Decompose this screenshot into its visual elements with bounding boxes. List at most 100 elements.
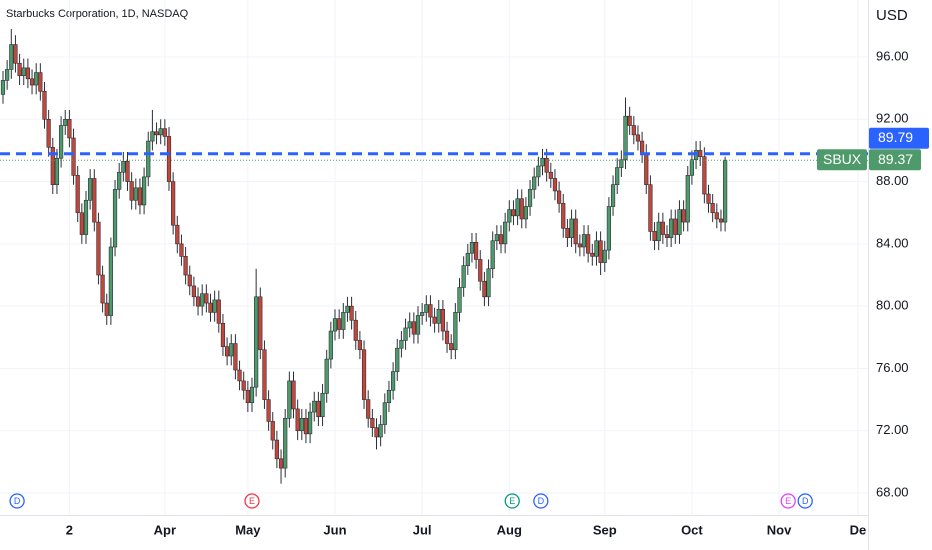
candle-body [67, 118, 72, 139]
candle-body [112, 189, 118, 248]
candle-body [154, 131, 159, 136]
candle-body [129, 181, 134, 201]
candle-body [212, 299, 217, 313]
symbol-label-box [817, 149, 867, 171]
candle-body [295, 408, 300, 432]
candle-body [565, 228, 570, 238]
candle-body [461, 265, 466, 288]
x-tick-label: Jul [413, 522, 432, 537]
candle-body [117, 171, 122, 190]
candles [0, 28, 728, 484]
candle-body [104, 302, 109, 316]
candle-body [162, 128, 167, 137]
candle-body [586, 234, 591, 254]
event-label: D [802, 496, 809, 506]
x-tick-label: 2 [66, 522, 73, 537]
candle-body [83, 199, 89, 235]
candle-body [179, 243, 184, 257]
candle-body [374, 427, 379, 438]
candle-body [361, 349, 367, 400]
x-tick-label: Aug [497, 522, 522, 537]
candle-body [175, 224, 180, 245]
y-tick-label: 72.00 [876, 422, 909, 437]
candle-body [25, 67, 30, 80]
candle-body [561, 203, 566, 229]
candle-body [677, 209, 682, 235]
candle-body [490, 240, 495, 270]
candle-body [606, 206, 612, 251]
candle-body [685, 175, 690, 223]
candle-body [79, 212, 84, 235]
candle-body [171, 181, 176, 226]
candle-body [428, 304, 433, 318]
candle-body [266, 399, 271, 422]
candle-body [407, 321, 412, 329]
event-marker [244, 493, 260, 509]
candle-body [341, 312, 346, 330]
event-marker [9, 493, 25, 509]
candle-body [399, 340, 404, 349]
event-label: D [538, 496, 545, 506]
candle-body [602, 249, 607, 263]
event-label: E [509, 496, 515, 506]
x-tick-label: Oct [681, 522, 703, 537]
candle-body [395, 347, 400, 372]
candle-body [507, 209, 512, 223]
candle-body [337, 318, 342, 330]
candle-body [623, 115, 628, 161]
candle-body [619, 159, 624, 168]
candle-body [635, 134, 641, 142]
candle-body [370, 417, 375, 428]
candle-body [357, 340, 362, 351]
candle-body [548, 171, 553, 179]
event-label: E [785, 496, 791, 506]
candle-body [75, 175, 80, 214]
candle-body [278, 458, 284, 469]
candle-body [527, 189, 533, 207]
candle-body [415, 315, 421, 335]
candle-body [465, 252, 470, 266]
candle-body [640, 140, 645, 154]
candle-body [698, 150, 703, 157]
candle-body [457, 287, 462, 313]
event-label: E [249, 496, 255, 506]
candle-body [664, 234, 670, 238]
candle-body [187, 274, 192, 287]
y-tick-label: 76.00 [876, 360, 909, 375]
candle-body [241, 380, 246, 391]
x-tick-label: Nov [767, 522, 792, 537]
candle-body [656, 221, 661, 242]
candle-body [46, 118, 51, 148]
candle-body [366, 399, 371, 419]
candle-body [494, 234, 499, 242]
candle-body [573, 218, 578, 245]
candle-body [714, 212, 719, 220]
candle-body [88, 178, 93, 201]
candle-body [631, 125, 636, 136]
candle-body [420, 312, 425, 316]
candle-body [191, 285, 196, 298]
candle-body [287, 380, 292, 419]
candle-body [544, 157, 549, 173]
candle-body [237, 369, 242, 382]
event-marker [533, 493, 549, 509]
candle-body [0, 80, 6, 95]
candle-body [229, 343, 234, 357]
candle-body [474, 242, 479, 260]
x-tick-label: May [235, 522, 261, 537]
candle-body [444, 330, 450, 344]
candle-body [100, 274, 105, 304]
candle-body [307, 411, 313, 435]
candle-body [158, 128, 163, 136]
candle-body [615, 167, 620, 185]
y-tick-label: 84.00 [876, 235, 909, 250]
candle-body [320, 393, 325, 418]
candle-body [706, 193, 711, 204]
candle-body [710, 203, 715, 214]
candle-body [382, 402, 387, 425]
candle-body [627, 115, 632, 126]
candle-body [349, 305, 354, 321]
candle-body [552, 178, 558, 192]
candle-body [224, 346, 230, 357]
